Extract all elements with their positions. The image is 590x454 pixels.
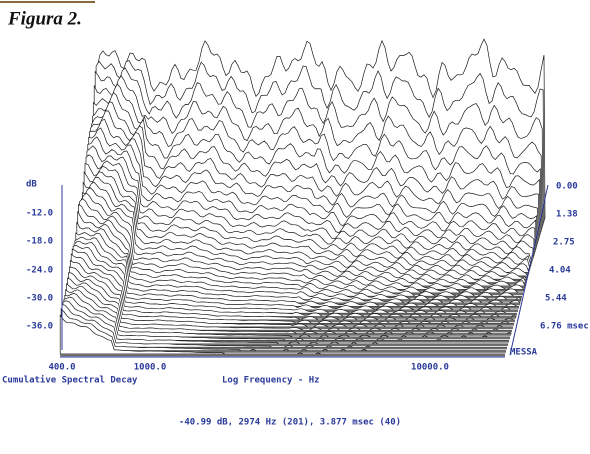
- left-axis-label: dB: [26, 180, 37, 190]
- bottom-axis-label: 10000.0: [411, 363, 449, 373]
- right-axis-label: 6.76 msec: [540, 322, 589, 332]
- x-axis-label: Log Frequency - Hz: [222, 376, 320, 386]
- decay-slice: [79, 198, 527, 283]
- left-axis-label: -24.0: [26, 266, 53, 276]
- slice-floor: [60, 354, 505, 357]
- cursor-readout: -40.99 dB, 2974 Hz (201), 3.877 msec (40…: [179, 418, 401, 428]
- decay-slice: [80, 192, 528, 280]
- axis-labels: dB -12.0 -18.0 -24.0 -30.0 -36.0 0.00 1.38 2.75 4…: [2, 180, 589, 428]
- right-axis-label: MESSA: [510, 348, 538, 358]
- right-axis: [509, 184, 549, 356]
- plot-name: Cumulative Spectral Decay: [2, 375, 138, 386]
- right-axis-label: 1.38: [556, 210, 578, 220]
- left-axis-label: -18.0: [26, 237, 53, 247]
- bottom-axis-label: 400.0: [48, 363, 75, 373]
- right-axis-label: 2.75: [553, 238, 575, 248]
- left-axis-label: -30.0: [26, 294, 53, 304]
- waterfall: [59, 38, 549, 358]
- bottom-axis-label: 1000.0: [134, 363, 167, 373]
- left-axis-label: -36.0: [26, 322, 53, 332]
- left-axis-label: -12.0: [26, 209, 53, 219]
- right-axis-label: 4.04: [549, 266, 571, 276]
- right-axis-label: 5.44: [545, 294, 567, 304]
- figure-caption: Figura 2.: [7, 8, 82, 29]
- right-axis-label: 0.00: [556, 182, 578, 192]
